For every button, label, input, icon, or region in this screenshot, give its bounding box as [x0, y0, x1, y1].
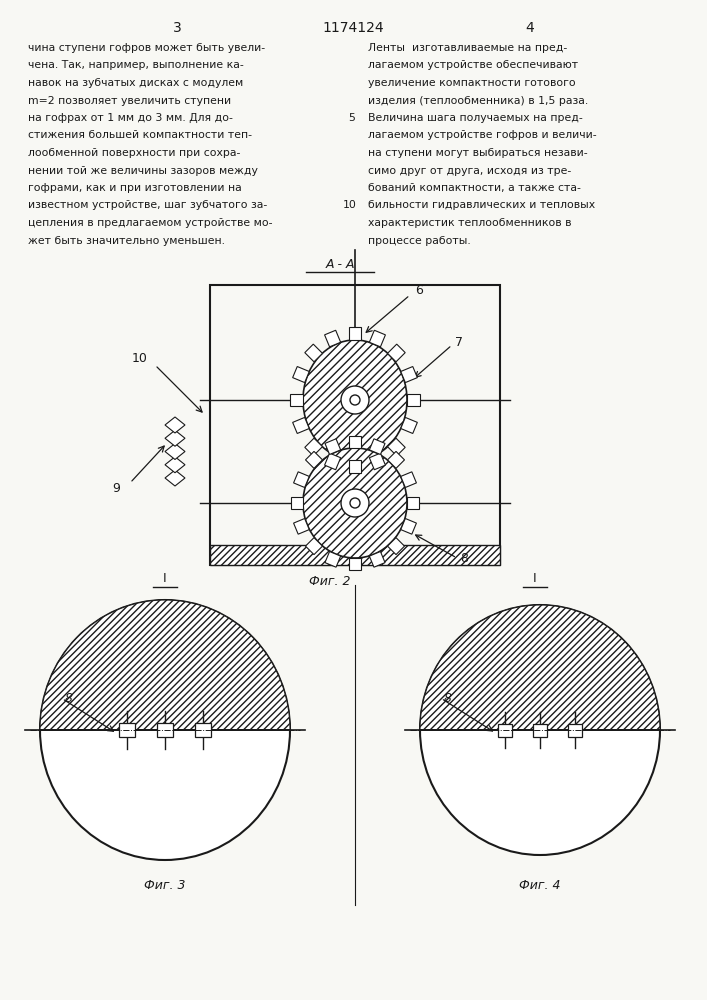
Polygon shape [369, 552, 385, 567]
Text: Ленты  изготавливаемые на пред-: Ленты изготавливаемые на пред- [368, 43, 567, 53]
Text: 4: 4 [525, 21, 534, 35]
Polygon shape [293, 417, 309, 433]
Text: на гофрах от 1 мм до 3 мм. Для до-: на гофрах от 1 мм до 3 мм. Для до- [28, 113, 233, 123]
Text: Фиг. 2: Фиг. 2 [309, 575, 351, 588]
Bar [210, 285, 500, 565]
Text: характеристик теплообменников в: характеристик теплообменников в [368, 218, 571, 228]
Text: Фиг. 3: Фиг. 3 [144, 879, 186, 892]
Text: 8: 8 [65, 692, 73, 705]
Text: 7: 7 [455, 336, 463, 349]
Text: Фиг. 4: Фиг. 4 [519, 879, 561, 892]
Text: лагаемом устройстве гофров и величи-: лагаемом устройстве гофров и величи- [368, 130, 597, 140]
Text: 3: 3 [173, 21, 182, 35]
Polygon shape [401, 519, 416, 534]
Text: известном устройстве, шаг зубчатого за-: известном устройстве, шаг зубчатого за- [28, 200, 267, 211]
Bar [157, 723, 173, 737]
Bar [498, 724, 512, 736]
Text: изделия (теплообменника) в 1,5 раза.: изделия (теплообменника) в 1,5 раза. [368, 96, 588, 105]
Text: жет быть значительно уменьшен.: жет быть значительно уменьшен. [28, 235, 225, 245]
Polygon shape [387, 344, 405, 362]
Bar [568, 724, 582, 736]
Text: I: I [163, 572, 167, 585]
Polygon shape [165, 417, 185, 433]
Polygon shape [293, 472, 309, 487]
Polygon shape [349, 436, 361, 448]
Polygon shape [349, 460, 361, 473]
Polygon shape [290, 394, 303, 406]
Text: Величина шага получаемых на пред-: Величина шага получаемых на пред- [368, 113, 583, 123]
Polygon shape [165, 444, 185, 460]
Polygon shape [305, 438, 322, 456]
Text: А - А: А - А [325, 258, 355, 271]
Polygon shape [387, 538, 404, 555]
Text: стижения большей компактности теп-: стижения большей компактности теп- [28, 130, 252, 140]
Polygon shape [349, 558, 361, 570]
Polygon shape [165, 457, 185, 473]
Text: 8: 8 [444, 692, 452, 705]
Text: 10: 10 [132, 352, 148, 364]
Polygon shape [305, 538, 322, 555]
Text: 6: 6 [415, 284, 423, 296]
Polygon shape [407, 497, 419, 509]
Text: 10: 10 [343, 200, 357, 211]
Circle shape [350, 395, 360, 405]
Text: 5: 5 [349, 113, 356, 123]
Text: увеличение компактности готового: увеличение компактности готового [368, 78, 575, 88]
Ellipse shape [303, 340, 407, 460]
Text: симо друг от друга, исходя из тре-: симо друг от друга, исходя из тре- [368, 165, 571, 176]
Text: лагаемом устройстве обеспечивают: лагаемом устройстве обеспечивают [368, 60, 578, 70]
Polygon shape [325, 453, 341, 470]
Text: m=2 позволяет увеличить ступени: m=2 позволяет увеличить ступени [28, 96, 231, 105]
Text: бильности гидравлических и тепловых: бильности гидравлических и тепловых [368, 200, 595, 211]
Text: на ступени могут выбираться незави-: на ступени могут выбираться незави- [368, 148, 588, 158]
Text: цепления в предлагаемом устройстве мо-: цепления в предлагаемом устройстве мо- [28, 218, 272, 228]
Bar [210, 545, 500, 565]
Polygon shape [369, 439, 385, 454]
Bar [119, 723, 135, 737]
Polygon shape [165, 430, 185, 446]
Polygon shape [291, 497, 303, 509]
Text: навок на зубчатых дисках с модулем: навок на зубчатых дисках с модулем [28, 78, 243, 88]
Polygon shape [325, 439, 341, 454]
Circle shape [350, 498, 360, 508]
Polygon shape [401, 417, 417, 433]
Text: I: I [533, 572, 537, 585]
Polygon shape [401, 367, 417, 383]
Polygon shape [325, 330, 341, 347]
Polygon shape [387, 451, 404, 468]
Text: процессе работы.: процессе работы. [368, 235, 471, 245]
Text: чина ступени гофров может быть увели-: чина ступени гофров может быть увели- [28, 43, 265, 53]
Text: чена. Так, например, выполнение ка-: чена. Так, например, выполнение ка- [28, 60, 244, 70]
Bar [533, 724, 547, 736]
Polygon shape [40, 600, 290, 730]
Polygon shape [369, 330, 385, 347]
Polygon shape [293, 519, 309, 534]
Polygon shape [407, 394, 420, 406]
Ellipse shape [420, 605, 660, 855]
Bar [195, 723, 211, 737]
Polygon shape [305, 451, 322, 468]
Circle shape [341, 489, 369, 517]
Text: 9: 9 [112, 483, 120, 495]
Polygon shape [349, 327, 361, 340]
Polygon shape [305, 344, 322, 362]
Polygon shape [325, 552, 341, 567]
Polygon shape [369, 453, 385, 470]
Text: нении той же величины зазоров между: нении той же величины зазоров между [28, 165, 258, 176]
Text: 1174124: 1174124 [322, 21, 384, 35]
Polygon shape [420, 605, 660, 730]
Text: бований компактности, а также ста-: бований компактности, а также ста- [368, 183, 581, 193]
Text: лообменной поверхности при сохра-: лообменной поверхности при сохра- [28, 148, 240, 158]
Polygon shape [401, 472, 416, 487]
Text: 8: 8 [460, 552, 468, 564]
Polygon shape [387, 438, 405, 456]
Ellipse shape [303, 448, 407, 558]
Circle shape [341, 386, 369, 414]
Ellipse shape [40, 600, 290, 860]
Text: гофрами, как и при изготовлении на: гофрами, как и при изготовлении на [28, 183, 242, 193]
Polygon shape [165, 470, 185, 486]
Polygon shape [293, 367, 309, 383]
